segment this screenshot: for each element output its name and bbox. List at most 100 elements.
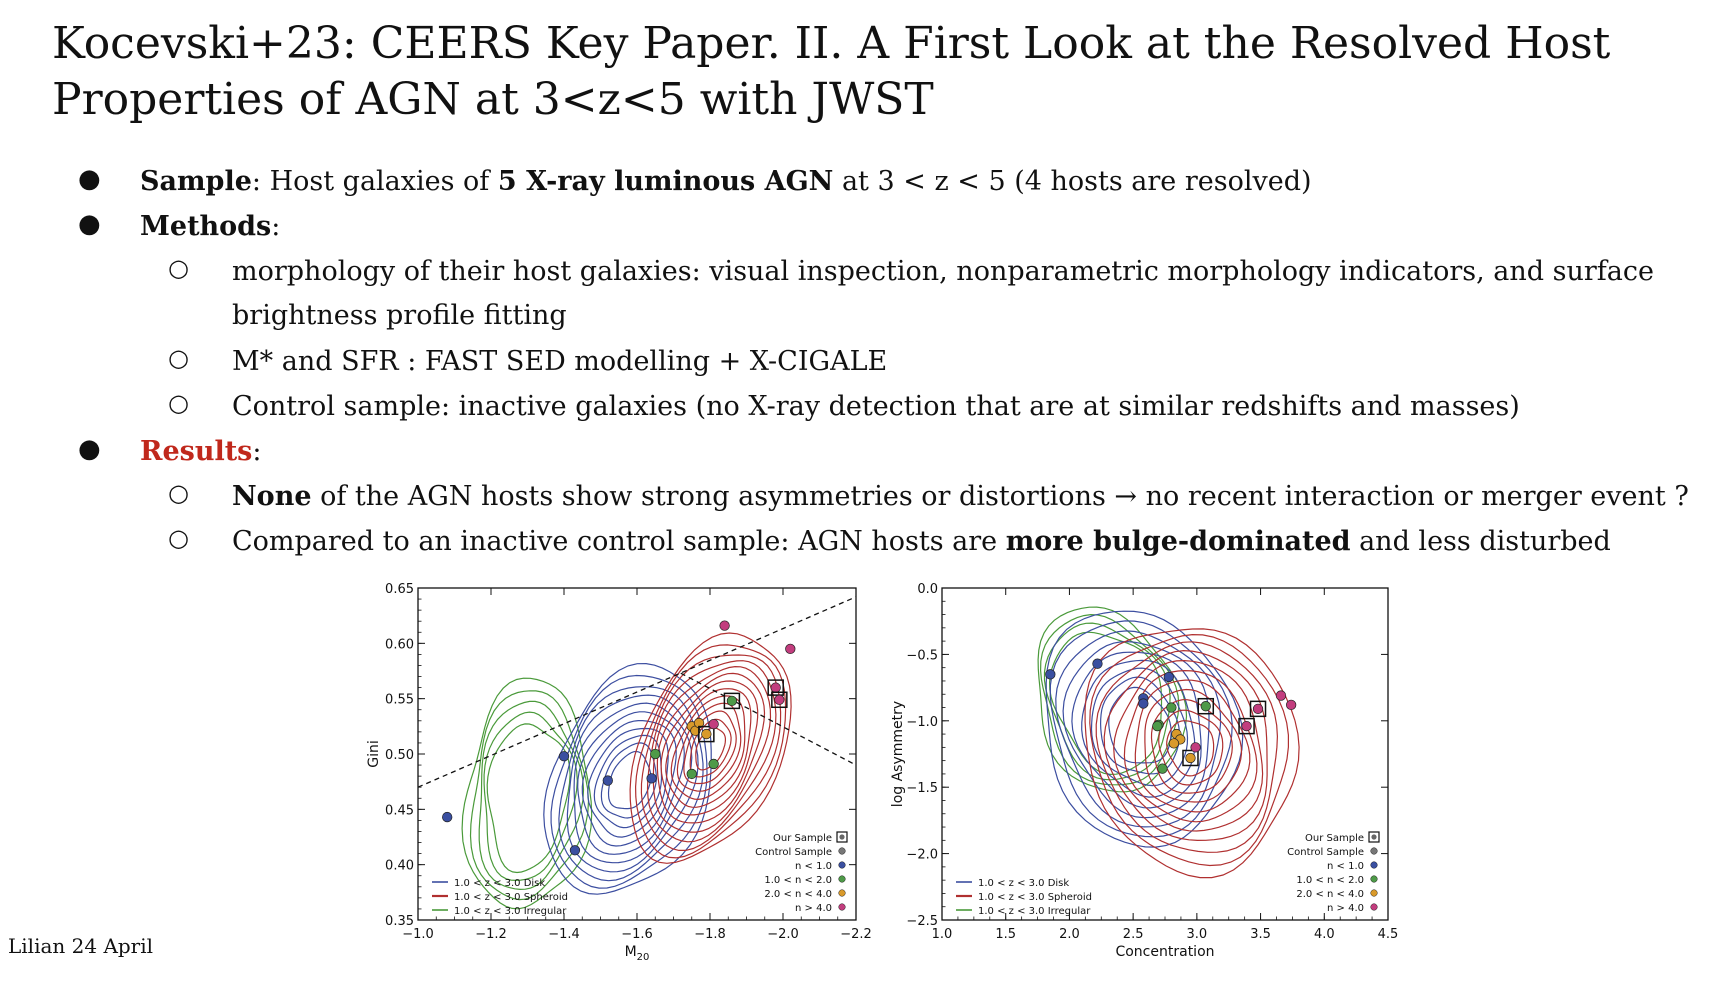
legend-point-marker <box>1370 861 1378 869</box>
chart-panel-2: 1.0 1.5 2.0 2.5 3.0 3.5 4.0 4.5 0.0 −0.5 −1.0 −1.5 −… <box>890 582 1398 960</box>
x-tick-label: −1.2 <box>475 927 507 942</box>
x-tick-label: 2.5 <box>1123 927 1144 942</box>
our-sample-square <box>1197 697 1215 715</box>
contour-line <box>1081 659 1196 798</box>
sample-text-post: at 3 < z < 5 (4 hosts are resolved) <box>833 166 1312 197</box>
contour-line <box>1113 659 1264 832</box>
contour-legend-label: 1.0 < z < 3.0 Disk <box>978 878 1069 889</box>
contour-legend-label: 1.0 < z < 3.0 Spheroid <box>978 892 1092 903</box>
legend-square-marker <box>1368 831 1380 843</box>
methods-sub1: morphology of their host galaxies: visua… <box>232 250 1654 294</box>
contour-line <box>478 700 585 891</box>
x-tick-label: −1.0 <box>402 927 434 942</box>
legend-point-marker <box>1370 903 1378 911</box>
legend-point-marker <box>1370 889 1378 897</box>
contour-line <box>1049 620 1233 838</box>
data-point <box>1157 763 1168 774</box>
sample-text: : Host galaxies of <box>251 166 498 197</box>
x-axis-label: M20 <box>625 944 650 963</box>
sub-bullet-circle-icon: ○ <box>168 344 189 372</box>
data-point <box>1185 752 1196 764</box>
density-contours <box>461 632 792 910</box>
contour-line <box>1095 641 1279 853</box>
sub-bullet-circle-icon: ○ <box>168 254 189 282</box>
y-tick-label: −2.0 <box>906 848 938 863</box>
legend-point-marker <box>838 861 846 869</box>
bullet-methods: Methods: <box>140 205 280 249</box>
data-point <box>1138 698 1149 709</box>
data-points <box>442 620 796 856</box>
contour-line <box>1103 649 1268 842</box>
points-legend-label: 1.0 < n < 2.0 <box>1296 875 1364 886</box>
contour-line <box>1043 622 1171 781</box>
contour-line <box>652 665 772 833</box>
contour-line <box>573 702 693 864</box>
data-point <box>646 773 657 784</box>
x-tick-label: 2.0 <box>1059 927 1080 942</box>
results-sub2-text-post: and less disturbed <box>1350 526 1611 557</box>
legend-point-marker <box>1370 875 1378 883</box>
contour-line <box>1150 699 1233 794</box>
data-point <box>770 682 781 693</box>
contour-line <box>1062 640 1210 819</box>
our-sample-square <box>1182 749 1199 767</box>
data-point <box>1190 742 1201 753</box>
data-point <box>1241 720 1252 732</box>
contour-line <box>640 654 782 852</box>
legend-point-marker <box>838 889 846 897</box>
data-point <box>1152 720 1163 732</box>
contour-legend: 1.0 < z < 3.0 Disk 1.0 < z < 3.0 Spheroid… <box>432 878 568 917</box>
data-point <box>785 643 796 655</box>
results-sub2: Compared to an inactive control sample: … <box>232 520 1611 564</box>
contour-line <box>646 660 777 843</box>
legend-point-marker <box>1370 847 1378 855</box>
bulge-divider-line <box>680 672 857 766</box>
y-axis-label: Gini <box>366 740 382 768</box>
y-tick-label: −1.5 <box>906 781 938 796</box>
data-point <box>701 728 712 740</box>
points-legend-label: Control Sample <box>755 847 832 858</box>
x-tick-label: 4.0 <box>1314 927 1335 942</box>
contour-line <box>581 719 677 847</box>
results-sub1-text: of the AGN hosts show strong asymmetries… <box>311 481 1689 512</box>
points-legend-label: Our Sample <box>773 833 832 844</box>
x-tick-label: 3.5 <box>1250 927 1271 942</box>
data-point <box>1045 669 1056 680</box>
our-sample-square <box>1238 717 1255 735</box>
points-legend: Our Sample Control Sample n < 1.0 1.0 < n <… <box>755 831 848 914</box>
contour-line <box>683 710 737 785</box>
points-legend-label: 1.0 < n < 2.0 <box>764 875 832 886</box>
contour-line <box>1090 667 1189 787</box>
data-point <box>1166 702 1177 713</box>
contour-line <box>1134 679 1251 813</box>
x-tick-label: −2.2 <box>840 927 872 942</box>
contour-line <box>656 672 766 824</box>
points-legend-label: n > 4.0 <box>1327 903 1364 914</box>
y-tick-label: −1.0 <box>906 715 938 730</box>
legend-point-marker <box>839 834 845 840</box>
contour-line <box>1045 610 1244 848</box>
data-point <box>774 694 785 705</box>
points-legend-label: Control Sample <box>1287 847 1364 858</box>
y-axis-label: log Asymmetry <box>890 701 906 807</box>
y-tick-label: 0.50 <box>385 748 414 763</box>
density-contours <box>1037 606 1300 879</box>
data-point <box>1200 701 1211 712</box>
sample-label: Sample <box>140 166 252 197</box>
y-tick-label: 0.0 <box>917 582 938 597</box>
y-tick-label: −2.5 <box>906 914 938 929</box>
contour-legend-label: 1.0 < z < 3.0 Disk <box>454 878 545 889</box>
our-sample-square <box>698 725 715 743</box>
points-legend: Our Sample Control Sample n < 1.0 1.0 < n <… <box>1287 831 1380 914</box>
methods-sub3-text: Control sample: inactive galaxies (no X-… <box>232 391 1520 422</box>
contour-legend: 1.0 < z < 3.0 Disk 1.0 < z < 3.0 Spheroid… <box>956 878 1092 917</box>
merger-divider-line <box>417 596 857 788</box>
our-sample-square <box>771 691 788 709</box>
contour-line <box>629 632 792 864</box>
legend-point-marker <box>838 875 846 883</box>
contour-line <box>1089 633 1290 867</box>
bullet-dot-icon: ● <box>78 164 101 194</box>
footer-author-date: Lilian 24 April <box>8 934 154 958</box>
contour-line <box>577 711 685 855</box>
